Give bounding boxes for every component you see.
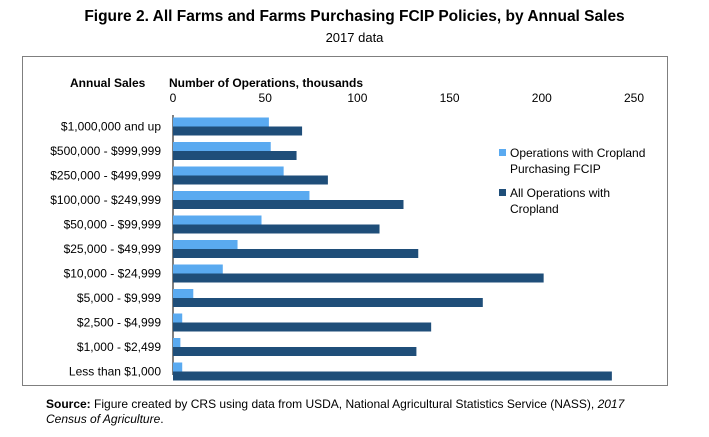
- x-tick-label: 50: [259, 91, 273, 105]
- bar-fcip: [173, 215, 262, 225]
- x-axis-label: Number of Operations, thousands: [169, 76, 363, 90]
- bar-fcip: [173, 362, 183, 372]
- source-label: Source:: [46, 397, 91, 411]
- bar-all: [173, 126, 303, 136]
- bar-all: [173, 151, 297, 160]
- category-label: $1,000,000 and up: [61, 120, 161, 134]
- category-label: $2,500 - $4,999: [77, 316, 161, 330]
- bar-fcip: [173, 117, 269, 127]
- source-text: Figure created by CRS using data from US…: [94, 397, 595, 411]
- category-label: $250,000 - $499,999: [50, 169, 161, 183]
- category-label: $5,000 - $9,999: [77, 291, 161, 305]
- bar-fcip: [173, 191, 310, 200]
- x-tick-label: 0: [170, 91, 177, 105]
- bar-fcip: [173, 338, 181, 347]
- x-tick-label: 100: [347, 91, 367, 105]
- x-tick-label: 150: [440, 91, 460, 105]
- category-label: $500,000 - $999,999: [50, 144, 161, 158]
- legend-swatch: [499, 189, 506, 196]
- bar-chart: Annual Sales Number of Operations, thous…: [50, 76, 645, 381]
- chart-frame: Annual Sales Number of Operations, thous…: [22, 56, 668, 386]
- bar-fcip: [173, 289, 194, 298]
- legend-label: Operations with Cropland Purchasing FCIP: [510, 146, 645, 176]
- bar-all: [173, 175, 328, 185]
- bar-all: [173, 298, 483, 307]
- figure-subtitle: 2017 data: [325, 30, 384, 45]
- bar-fcip: [173, 240, 238, 249]
- source-note: Source: Figure created by CRS using data…: [46, 397, 666, 427]
- source-end: .: [160, 412, 164, 426]
- category-label: $25,000 - $49,999: [64, 242, 162, 256]
- bar-fcip: [173, 313, 183, 323]
- category-label: $100,000 - $249,999: [50, 193, 161, 207]
- bar-all: [173, 249, 419, 258]
- category-label: $1,000 - $2,499: [77, 340, 161, 354]
- bar-all: [173, 371, 612, 381]
- bar-fcip: [173, 142, 271, 151]
- category-header: Annual Sales: [70, 76, 146, 90]
- figure-title: Figure 2. All Farms and Farms Purchasing…: [84, 8, 625, 25]
- bar-all: [173, 200, 404, 209]
- x-tick-label: 250: [624, 91, 644, 105]
- bar-all: [173, 224, 380, 234]
- source-italic: 2017 Census of Agriculture: [46, 397, 625, 426]
- bar-fcip: [173, 264, 223, 274]
- bar-all: [173, 322, 432, 332]
- legend-swatch: [499, 149, 506, 156]
- category-label: $50,000 - $99,999: [64, 218, 162, 232]
- bar-all: [173, 273, 544, 283]
- bar-all: [173, 347, 417, 356]
- bar-fcip: [173, 166, 284, 176]
- category-label: Less than $1,000: [69, 365, 161, 379]
- category-label: $10,000 - $24,999: [64, 267, 162, 281]
- legend-label: All Operations with Cropland: [510, 186, 610, 216]
- x-tick-label: 200: [532, 91, 552, 105]
